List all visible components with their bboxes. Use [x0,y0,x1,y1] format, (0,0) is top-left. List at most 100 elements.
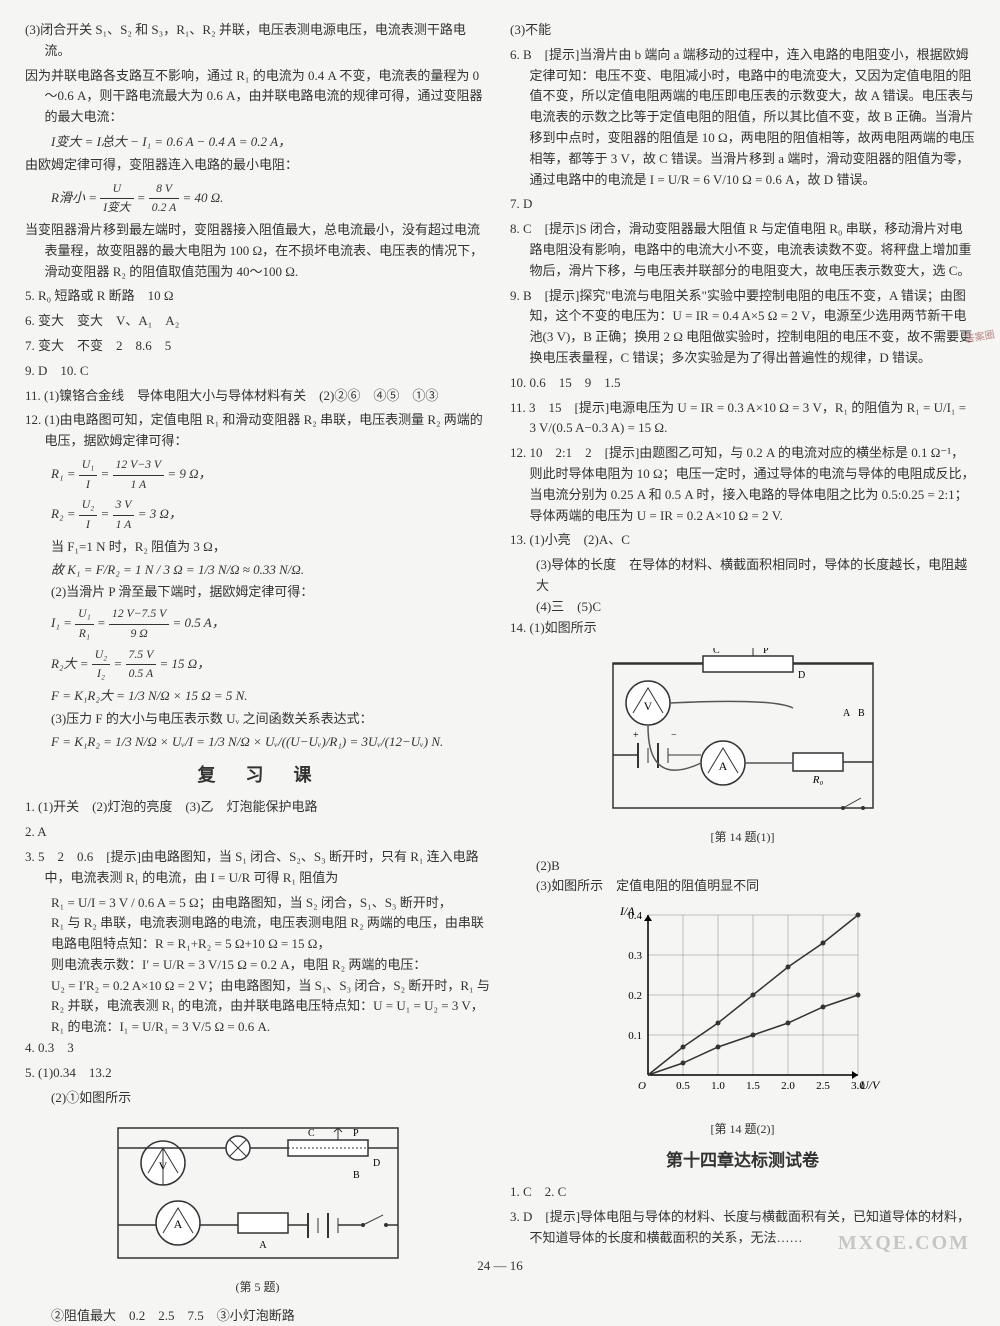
numerator: U₁ [75,605,94,625]
numerator: U [100,180,133,200]
figure-caption: [第 14 题(2)] [510,1120,975,1139]
answer-item: 11. (1)镍铬合金线 导体电阻大小与导体材料有关 (2)②⑥ ④⑤ ①③ [25,386,490,407]
watermark: MXQE.COM [838,1227,970,1259]
answer-item: 5. R₀ 短路或 R 断路 10 Ω [25,286,490,307]
page-number: 24 — 16 [0,1256,1000,1277]
answer-item: 2. A [25,822,490,843]
figure-caption: (第 5 题) [25,1278,490,1297]
answer-item: 7. D [510,194,975,215]
answer-item: 7. 变大 不变 2 8.6 5 [25,336,490,357]
denominator: I变大 [100,199,133,218]
answer-item: 5. (1)0.34 13.2 [25,1063,490,1084]
svg-text:U/V: U/V [860,1078,881,1092]
formula: I变大 = I总大 − I₁ = 0.6 A − 0.4 A = 0.2 A， [25,132,490,153]
left-column: (3)闭合开关 S₁、S₂ 和 S₃，R₁、R₂ 并联，电压表测电源电压，电流表… [25,20,490,1326]
formula: R₂大 = U₂I₂ = 7.5 V0.5 A = 15 Ω， [25,646,490,684]
answer-item: 8. C [提示]S 闭合，滑动变阻器最大阻值 R 与定值电阻 R₀ 串联，移动… [510,219,975,281]
formula-part: = 40 Ω. [183,190,224,205]
denominator: I [79,476,98,495]
svg-text:C: C [713,648,720,656]
answer-item: 6. B [提示]当滑片由 b 端向 a 端移动的过程中，连入电路的电阻变小，根… [510,45,975,191]
numerator: 7.5 V [126,646,157,666]
svg-text:R₀: R₀ [811,774,823,786]
text-block: (2)B [510,856,975,877]
chapter-title: 第十四章达标测试卷 [510,1147,975,1174]
svg-text:1.5: 1.5 [746,1080,760,1092]
denominator: I₂ [92,665,111,684]
answer-item: 4. 0.3 3 [25,1038,490,1059]
denominator: I [79,516,98,535]
denominator: 1 A [113,476,165,495]
answer-item: 9. B [提示]探究"电流与电阻关系"实验中要控制电阻的电压不变，A 错误；由… [510,286,975,369]
formula-part: R₁ = [51,466,75,481]
answer-item: 1. C 2. C [510,1182,975,1203]
formula-part: = 3 Ω， [138,507,182,522]
denominator: 1 A [113,516,135,535]
text-block: (3)闭合开关 S₁、S₂ 和 S₃，R₁、R₂ 并联，电压表测电源电压，电流表… [25,20,490,62]
svg-text:B: B [858,708,865,719]
svg-text:P: P [763,648,769,656]
text-block: 因为并联电路各支路互不影响，通过 R₁ 的电流为 0.4 A 不变，电流表的量程… [25,66,490,128]
formula: R滑小 = UI变大 = 8 V0.2 A = 40 Ω. [25,180,490,218]
denominator: 0.2 A [149,199,179,218]
answer-item: 3. 5 2 0.6 [提示]由电路图知，当 S₁ 闭合、S₂、S₃ 断开时，只… [25,847,490,889]
text-block: 当 F₁=1 N 时，R₂ 阻值为 3 Ω， [25,537,490,558]
denominator: 9 Ω [109,625,169,644]
svg-text:D: D [798,670,805,681]
svg-text:D: D [373,1158,380,1169]
svg-text:+: + [633,730,639,741]
svg-text:0.1: 0.1 [628,1030,642,1042]
svg-text:B: B [353,1170,360,1181]
answer-item: (3)不能 [510,20,975,41]
numerator: 8 V [149,180,179,200]
answer-item: 1. (1)开关 (2)灯泡的亮度 (3)乙 灯泡能保护电路 [25,797,490,818]
formula-part: = 15 Ω， [159,656,210,671]
right-column: (3)不能 6. B [提示]当滑片由 b 端向 a 端移动的过程中，连入电路的… [510,20,975,1326]
text-block: U₂ = I′R₂ = 0.2 A×10 Ω = 2 V；由电路图知，当 S₁、… [25,976,490,1038]
formula-part: R₂大 = [51,656,88,671]
svg-text:P: P [353,1128,359,1139]
svg-text:I/A: I/A [619,905,635,918]
svg-text:0.3: 0.3 [628,950,642,962]
circuit-diagram-q14-1: C P D V + − A R₀ A B [593,648,893,818]
chart-q14-2: 0.51.01.52.02.53.00.10.20.30.4OI/AU/V [510,905,975,1112]
text-block: 当变阻器滑片移到最左端时，变阻器接入阻值最大，总电流最小，没有超过电流表量程，故… [25,220,490,282]
figure-caption: [第 14 题(1)] [510,828,975,847]
svg-text:C: C [308,1128,315,1139]
answer-item: 12. 10 2:1 2 [提示]由题图乙可知，与 0.2 A 的电流对应的横坐… [510,443,975,526]
svg-text:O: O [638,1080,646,1092]
answer-item: 13. (1)小亮 (2)A、C [510,530,975,551]
denominator: R₁ [75,625,94,644]
numerator: U₁ [79,456,98,476]
formula: R₂ = U₂I = 3 V1 A = 3 Ω， [25,496,490,534]
numerator: U₂ [92,646,111,666]
text-block: (3)压力 F 的大小与电压表示数 Uᵥ 之间函数关系表达式： [25,709,490,730]
formula: 故 K₁ = F/R₂ = 1 N / 3 Ω = 1/3 N/Ω ≈ 0.33… [25,560,490,581]
two-column-layout: (3)闭合开关 S₁、S₂ 和 S₃，R₁、R₂ 并联，电压表测电源电压，电流表… [25,20,975,1326]
answer-item: 6. 变大 变大 V、A₁ A₂ [25,311,490,332]
text-block: (2)当滑片 P 滑至最下端时，据欧姆定律可得： [25,582,490,603]
svg-text:1.0: 1.0 [711,1080,725,1092]
formula-part: I₁ = [51,615,72,630]
answer-item: 10. 0.6 15 9 1.5 [510,373,975,394]
svg-text:2.5: 2.5 [816,1080,830,1092]
answer-item: 14. (1)如图所示 [510,618,975,639]
formula-part: = [101,466,110,481]
answer-item: 9. D 10. C [25,361,490,382]
formula-part: = [97,615,106,630]
text-block: 则电流表示数：I′ = U/R = 3 V/15 Ω = 0.2 A，电阻 R₂… [25,955,490,976]
formula-part: = [137,190,146,205]
formula-part: = 9 Ω， [167,466,211,481]
text-block: (3)导体的长度 在导体的材料、横截面积相同时，导体的长度越长，电阻越大 [510,555,975,597]
answer-item: 12. (1)由电路图可知，定值电阻 R₁ 和滑动变阻器 R₂ 串联，电压表测量… [25,410,490,452]
formula-part: = [101,507,110,522]
formula: R₁ = U₁I = 12 V−3 V1 A = 9 Ω， [25,456,490,494]
formula: F = K₁R₂大 = 1/3 N/Ω × 15 Ω = 5 N. [25,686,490,707]
formula-part: = [114,656,123,671]
formula: I₁ = U₁R₁ = 12 V−7.5 V9 Ω = 0.5 A， [25,605,490,643]
text-block: 由欧姆定律可得，变阻器连入电路的最小电阻： [25,155,490,176]
formula-part: R₂ = [51,507,75,522]
svg-text:0.5: 0.5 [676,1080,690,1092]
svg-text:A: A [843,708,851,719]
formula-part: R滑小 = [51,190,97,205]
